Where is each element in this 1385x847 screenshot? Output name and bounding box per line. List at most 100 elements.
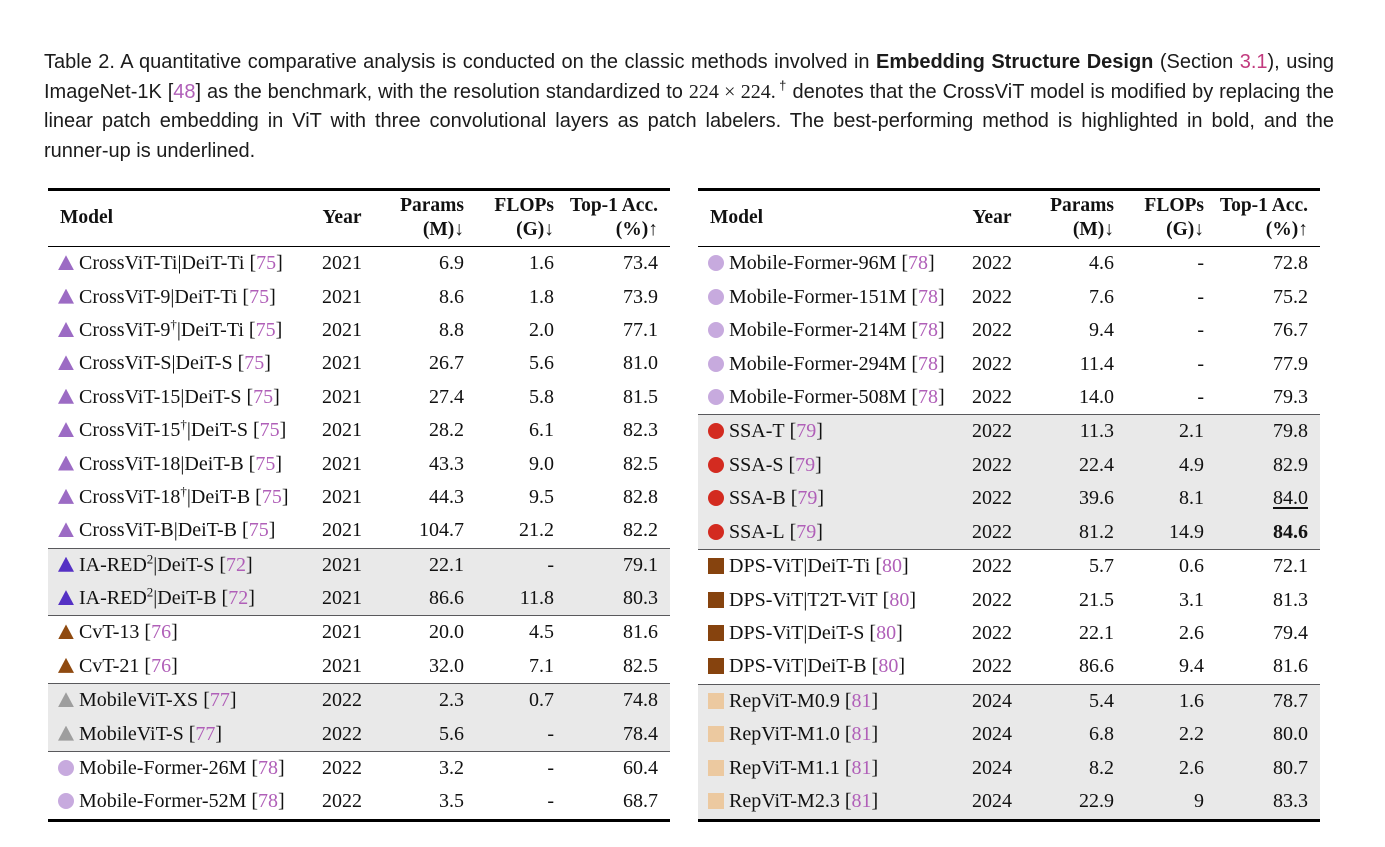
acc-cell: 82.9 (1273, 453, 1308, 476)
acc-cell: 79.8 (1273, 420, 1308, 443)
citation-link[interactable]: [77] (189, 723, 222, 745)
citation-link[interactable]: [78] (911, 386, 944, 408)
bracket: ] (269, 285, 276, 308)
acc-cell: 60.4 (623, 757, 658, 780)
params-cell: 26.7 (429, 352, 464, 375)
citation-link[interactable]: [76] (144, 621, 177, 643)
citation-number: 81 (851, 790, 872, 813)
citation-link[interactable]: [75] (242, 286, 275, 308)
citation-link[interactable]: [75] (238, 352, 271, 374)
citation-link[interactable]: [80] (883, 589, 916, 611)
params-cell: 22.1 (1079, 622, 1114, 645)
flops-header-line2: (G)↓ (516, 219, 554, 240)
year-cell: 2021 (322, 621, 362, 644)
model-cell: CrossViT-9|DeiT-Ti [75] (48, 280, 308, 313)
citation-link[interactable]: [78] (251, 757, 284, 779)
model-cell: Mobile-Former-508M [78] (698, 381, 958, 415)
params-cell: 2.3 (439, 689, 464, 712)
acc-cell: 81.0 (623, 352, 658, 375)
params-cell: 8.6 (439, 285, 464, 308)
params-cell: 22.9 (1079, 790, 1114, 813)
model-cell: RepViT-M1.1 [81] (698, 752, 958, 785)
citation-number: 75 (261, 485, 282, 508)
citation-link[interactable]: [80] (869, 622, 902, 644)
bracket: [ (871, 655, 879, 678)
triangle-marker-icon (58, 590, 74, 606)
acc-cell: 81.6 (623, 621, 658, 644)
table-row: IA-RED2|DeiT-S [72] 2021 22.1 - 79.1 (48, 548, 670, 582)
section-link[interactable]: 3.1 (1239, 51, 1268, 73)
citation-link[interactable]: [75] (253, 419, 286, 441)
bracket: ] (248, 587, 255, 610)
model-cell: IA-RED2|DeiT-S [72] (48, 548, 308, 582)
citation-link[interactable]: [79] (790, 420, 823, 442)
citation-link[interactable]: [80] (872, 655, 905, 677)
year-cell: 2022 (972, 453, 1012, 476)
model-name: RepViT-M1.1 (729, 756, 840, 779)
model-superscript: 2 (146, 584, 154, 600)
model-name-suffix: |DeiT-Ti (176, 318, 244, 341)
citation-link[interactable]: 48 (173, 80, 196, 103)
model-cell: SSA-L [79] (698, 516, 958, 550)
model-name: RepViT-M1.0 (729, 723, 840, 746)
bracket: ] (281, 485, 289, 508)
citation-link[interactable]: [78] (251, 790, 284, 812)
bracket: ] (938, 319, 945, 342)
triangle-marker-icon (58, 455, 74, 471)
citation-number: 79 (796, 520, 817, 543)
flops-cell: 14.9 (1169, 520, 1204, 543)
table-row: Mobile-Former-294M [78] 2022 11.4 - 77.9 (698, 347, 1320, 380)
citation-link[interactable]: [72] (222, 587, 255, 609)
citation-number: 78 (258, 757, 279, 780)
bracket: ] (938, 285, 945, 308)
year-column-header: Year (972, 207, 1012, 228)
citation-link[interactable]: [75] (249, 453, 282, 475)
citation-number: 78 (918, 385, 939, 408)
citation-link[interactable]: [76] (144, 655, 177, 677)
citation-link[interactable]: [79] (791, 487, 824, 509)
citation-link[interactable]: [80] (875, 555, 908, 577)
caption-text: ), using ImageNet-1K [ (44, 51, 1335, 103)
params-cell: 3.2 (439, 757, 464, 780)
citation-link[interactable]: [77] (203, 689, 236, 711)
flops-cell: 6.1 (529, 419, 554, 442)
citation-link[interactable]: [75] (249, 252, 282, 274)
acc-cell: 80.3 (623, 587, 658, 610)
year-cell: 2021 (322, 587, 362, 610)
citation-link[interactable]: [81] (845, 723, 878, 745)
params-cell: 4.6 (1089, 252, 1114, 275)
params-cell: 22.1 (429, 553, 464, 576)
table-row: CvT-21 [76] 2021 32.0 7.1 82.5 (48, 650, 670, 684)
flops-header-line2: (G)↓ (1166, 219, 1204, 240)
params-header-line2: (M)↓ (422, 219, 464, 240)
params-cell: 3.5 (439, 790, 464, 813)
citation-link[interactable]: [79] (790, 521, 823, 543)
citation-link[interactable]: [81] (845, 790, 878, 812)
flops-cell: - (1197, 385, 1204, 408)
citation-link[interactable]: [81] (845, 690, 878, 712)
citation-number: 75 (253, 385, 274, 408)
citation-link[interactable]: [75] (246, 386, 279, 408)
citation-link[interactable]: [72] (219, 554, 252, 576)
flops-cell: - (1197, 352, 1204, 375)
citation-number: 80 (882, 555, 903, 578)
citation-link[interactable]: [78] (911, 286, 944, 308)
params-column-header: Params (M)↓ (1026, 190, 1114, 247)
bracket: ] (871, 790, 879, 813)
table-row: Mobile-Former-26M [78] 2022 3.2 - 60.4 (48, 751, 670, 785)
model-name: DPS-ViT|DeiT-S (729, 622, 865, 645)
citation-link[interactable]: [78] (901, 252, 934, 274)
flops-cell: 2.1 (1179, 420, 1204, 443)
citation-link[interactable]: [75] (249, 319, 282, 341)
citation-link[interactable]: [81] (845, 757, 878, 779)
citation-link[interactable]: [78] (911, 319, 944, 341)
citation-link[interactable]: [78] (911, 353, 944, 375)
citation-link[interactable]: [75] (255, 486, 288, 508)
acc-header-line2: (%)↑ (1265, 219, 1308, 240)
citation-link[interactable]: [75] (242, 519, 275, 541)
year-cell: 2021 (322, 285, 362, 308)
citation-link[interactable]: [79] (788, 454, 821, 476)
model-name: RepViT-M2.3 (729, 790, 840, 813)
year-cell: 2024 (972, 790, 1012, 813)
table-row: SSA-L [79] 2022 81.2 14.9 84.6 (698, 515, 1320, 550)
